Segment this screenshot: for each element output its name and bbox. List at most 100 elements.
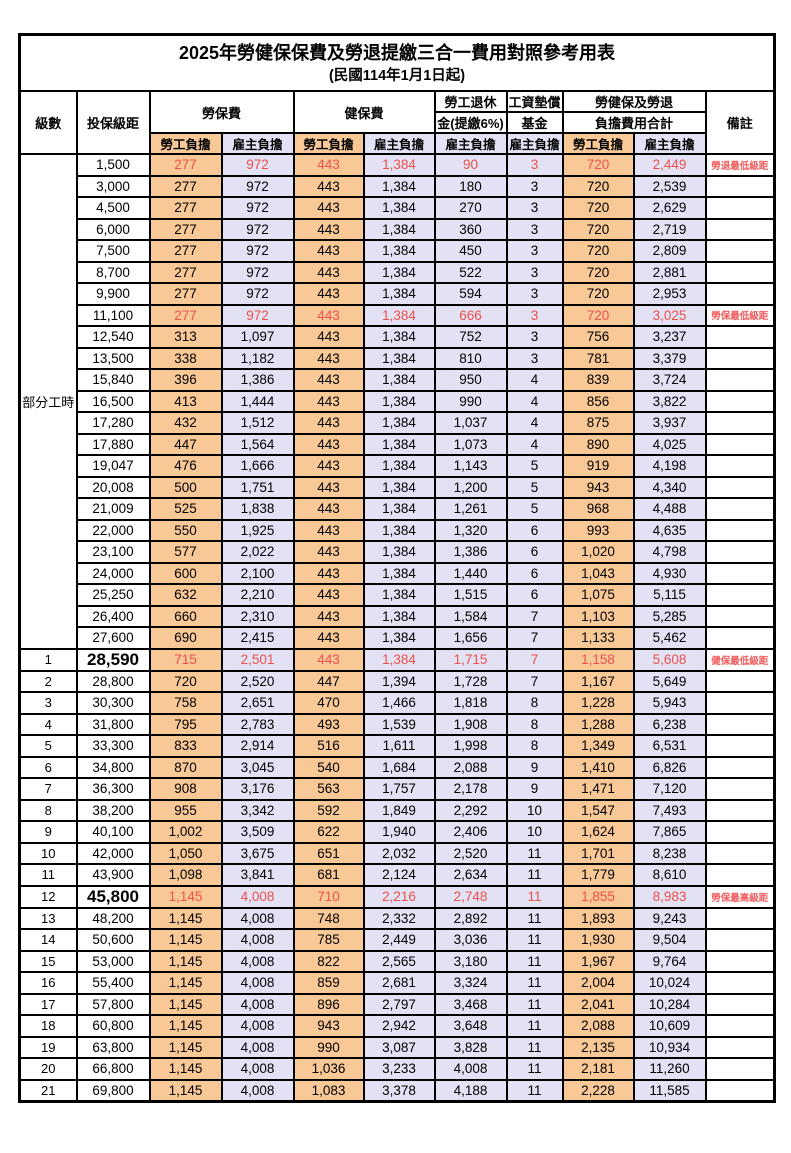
table-row: 10 42,000 1,050 3,675 651 2,032 2,520 11 1,701 8,… — [18, 841, 776, 865]
value-cell-health-employee: 748 — [292, 906, 365, 930]
table-row: 11,100 277 972 443 1,384 666 3 720 3,025 勞保最低級距 — [20, 303, 776, 327]
page-subtitle: (民國114年1月1日起) — [328, 68, 466, 85]
value-cell-labor-employee: 660 — [148, 604, 223, 628]
level-cell: 9 — [18, 820, 78, 844]
value-cell-health-employee: 443 — [292, 432, 365, 456]
value-cell-total-employee: 1,075 — [561, 583, 635, 607]
value-cell-total-employee: 2,004 — [561, 971, 635, 995]
bracket-cell: 40,100 — [75, 820, 151, 844]
value-cell-total-employee: 781 — [561, 346, 635, 370]
value-cell-labor-employer: 3,841 — [220, 863, 295, 887]
value-cell-total-employee: 1,893 — [561, 906, 635, 930]
bracket-cell: 48,200 — [75, 906, 151, 930]
value-cell-wagefund-employer: 11 — [505, 906, 564, 930]
value-cell-total-employee: 1,967 — [561, 949, 635, 973]
value-cell-health-employee: 443 — [292, 346, 365, 370]
value-cell-labor-employer: 972 — [220, 260, 295, 284]
value-cell-health-employer: 1,539 — [362, 712, 436, 736]
value-cell-total-employer: 3,822 — [632, 389, 707, 413]
value-cell-labor-employee: 908 — [148, 777, 223, 801]
table-row: 7,500 277 972 443 1,384 450 3 720 2,809 — [20, 239, 776, 263]
note-cell — [704, 1035, 776, 1059]
value-cell-health-employee: 563 — [292, 777, 365, 801]
value-cell-labor-employer: 3,675 — [220, 841, 295, 865]
level-cell: 17 — [18, 992, 78, 1016]
value-cell-wagefund-employer: 10 — [505, 820, 564, 844]
value-cell-labor-employee: 550 — [148, 518, 223, 542]
level-cell: 8 — [18, 798, 78, 822]
value-cell-health-employer: 1,611 — [362, 734, 436, 758]
table-row: 22,000 550 1,925 443 1,384 1,320 6 993 4,635 — [20, 518, 776, 542]
subcol-labor-employer: 雇主負擔 — [220, 132, 295, 155]
value-cell-total-employer: 4,488 — [632, 497, 707, 521]
value-cell-total-employer: 5,462 — [632, 626, 707, 650]
value-cell-health-employee: 443 — [292, 153, 365, 177]
bracket-cell: 28,590 — [75, 647, 151, 672]
value-cell-labor-employee: 525 — [148, 497, 223, 521]
value-cell-health-employee: 943 — [292, 1014, 365, 1038]
value-cell-health-employer: 2,449 — [362, 928, 436, 952]
note-cell — [704, 432, 776, 456]
level-cell: 18 — [18, 1014, 78, 1038]
value-cell-pension-employer: 1,584 — [433, 604, 508, 628]
page-title: 2025年勞健保保費及勞退提繳三合一費用對照參考用表 — [179, 43, 616, 64]
value-cell-wagefund-employer: 10 — [505, 798, 564, 822]
note-cell — [704, 755, 776, 779]
value-cell-wagefund-employer: 4 — [505, 411, 564, 435]
header-group-row-1: 級數 投保級距 勞保費 健保費 勞工退休 工資墊償 勞健保及勞退 備註 — [18, 90, 776, 155]
bracket-cell: 28,800 — [75, 669, 151, 693]
value-cell-total-employee: 993 — [561, 518, 635, 542]
value-cell-total-employer: 2,809 — [632, 239, 707, 263]
value-cell-labor-employer: 2,210 — [220, 583, 295, 607]
value-cell-health-employer: 1,384 — [362, 626, 436, 650]
value-cell-total-employee: 1,133 — [561, 626, 635, 650]
value-cell-health-employee: 443 — [292, 325, 365, 349]
value-cell-total-employee: 1,547 — [561, 798, 635, 822]
value-cell-labor-employer: 1,925 — [220, 518, 295, 542]
table-row: 23,100 577 2,022 443 1,384 1,386 6 1,020 4,798 — [20, 540, 776, 564]
value-cell-health-employer: 2,216 — [362, 884, 436, 909]
value-cell-labor-employer: 4,008 — [220, 906, 295, 930]
bracket-cell: 11,100 — [75, 303, 151, 327]
table-row: 4,500 277 972 443 1,384 270 3 720 2,629 — [20, 196, 776, 220]
value-cell-health-employer: 1,384 — [362, 260, 436, 284]
value-cell-pension-employer: 360 — [433, 217, 508, 241]
level-cell: 10 — [18, 841, 78, 865]
value-cell-labor-employee: 1,145 — [148, 1057, 223, 1081]
level-cell: 14 — [18, 928, 78, 952]
note-cell — [704, 260, 776, 284]
value-cell-total-employer: 9,504 — [632, 928, 707, 952]
value-cell-labor-employee: 1,145 — [148, 971, 223, 995]
bracket-cell: 34,800 — [75, 755, 151, 779]
value-cell-total-employee: 875 — [561, 411, 635, 435]
table-row: 14 50,600 1,145 4,008 785 2,449 3,036 11 1,930 9,… — [18, 928, 776, 952]
value-cell-pension-employer: 1,656 — [433, 626, 508, 650]
note-cell — [704, 949, 776, 973]
value-cell-labor-employer: 972 — [220, 239, 295, 263]
value-cell-wagefund-employer: 11 — [505, 971, 564, 995]
value-cell-wagefund-employer: 5 — [505, 454, 564, 478]
value-cell-labor-employee: 476 — [148, 454, 223, 478]
value-cell-pension-employer: 3,180 — [433, 949, 508, 973]
value-cell-total-employee: 2,228 — [561, 1078, 635, 1103]
value-cell-wagefund-employer: 3 — [505, 153, 564, 177]
value-cell-total-employer: 2,881 — [632, 260, 707, 284]
table-row: 27,600 690 2,415 443 1,384 1,656 7 1,133 5,462 — [20, 626, 776, 650]
bracket-cell: 17,880 — [75, 432, 151, 456]
note-cell — [704, 798, 776, 822]
value-cell-labor-employee: 1,145 — [148, 992, 223, 1016]
value-cell-wagefund-employer: 4 — [505, 368, 564, 392]
value-cell-labor-employee: 277 — [148, 260, 223, 284]
value-cell-pension-employer: 2,748 — [433, 884, 508, 909]
table-row: 9,900 277 972 443 1,384 594 3 720 2,953 — [20, 282, 776, 306]
value-cell-pension-employer: 752 — [433, 325, 508, 349]
value-cell-labor-employer: 3,342 — [220, 798, 295, 822]
value-cell-health-employee: 443 — [292, 260, 365, 284]
table-row: 11 43,900 1,098 3,841 681 2,124 2,634 11 1,779 8,… — [18, 863, 776, 887]
value-cell-wagefund-employer: 8 — [505, 734, 564, 758]
note-cell — [704, 992, 776, 1016]
bracket-cell: 19,047 — [75, 454, 151, 478]
value-cell-wagefund-employer: 6 — [505, 540, 564, 564]
note-cell: 勞保最高級距 — [704, 884, 776, 909]
subcol-health-employee: 勞工負擔 — [292, 132, 365, 155]
